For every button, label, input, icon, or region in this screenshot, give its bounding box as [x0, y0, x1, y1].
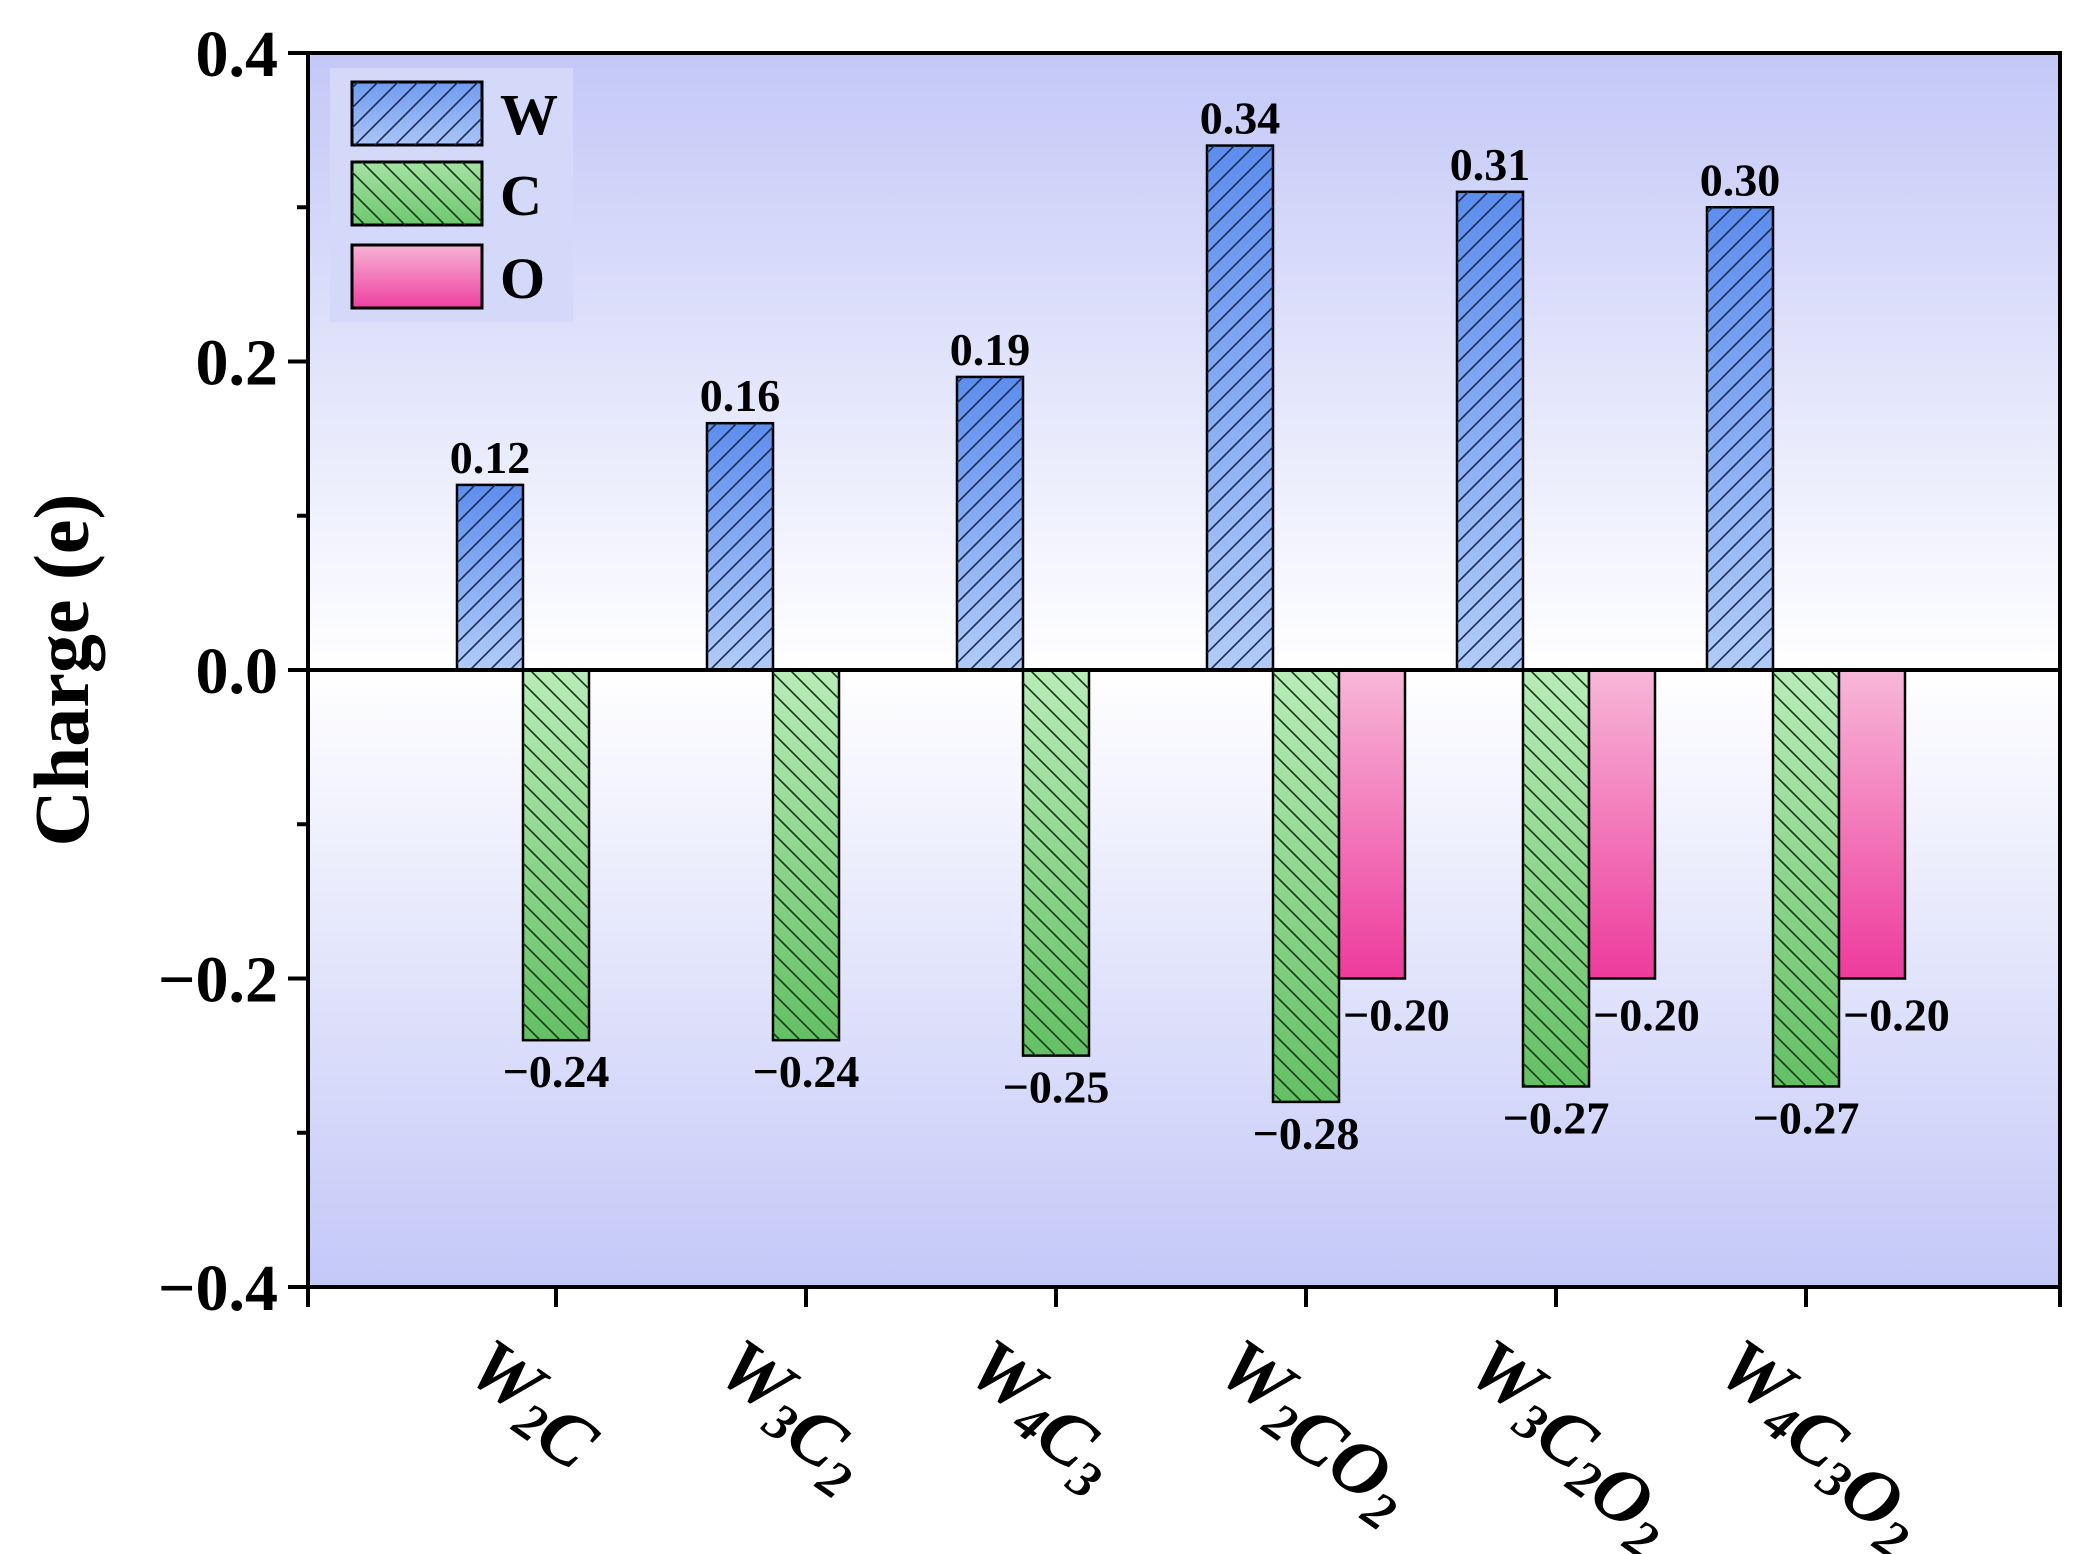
bar-hatch-w-w2co2 [1207, 145, 1273, 671]
bar-hatch-w-w2c [457, 484, 523, 670]
data-label-w-w3c2: 0.16 [700, 370, 781, 421]
data-label-w-w2co2: 0.34 [1200, 93, 1281, 144]
data-label-c-w2co2: −0.28 [1253, 1108, 1360, 1159]
data-label-c-w4c3: −0.25 [1003, 1062, 1110, 1113]
bar-hatch-c-w2c [523, 670, 589, 1041]
bar-hatch-c-w2co2 [1273, 670, 1339, 1102]
x-category-label-w3c2: W3C2 [689, 1322, 892, 1511]
legend-swatch-c-hatch [352, 162, 482, 225]
data-label-c-w4c3o2: −0.27 [1753, 1092, 1860, 1143]
x-category-label-w3c2o2: W3C2O2 [1430, 1322, 1709, 1554]
data-label-c-w2c: −0.24 [503, 1046, 610, 1097]
legend-label-o: O [500, 246, 545, 311]
data-label-w-w4c3o2: 0.30 [1700, 154, 1781, 205]
data-label-w-w2c: 0.12 [450, 432, 531, 483]
data-label-o-w3c2o2: −0.20 [1593, 990, 1700, 1041]
bar-hatch-w-w3c2 [707, 423, 773, 670]
bar-o-w2co2 [1337, 668, 1407, 980]
bar-hatch-c-w3c2o2 [1523, 670, 1589, 1087]
x-category-label-w2c: W2C [445, 1322, 622, 1487]
legend: W C O [330, 68, 573, 322]
data-label-c-w3c2: −0.24 [753, 1046, 860, 1097]
bar-hatch-w-w3c2o2 [1457, 191, 1523, 670]
y-axis-title: Charge (e) [18, 493, 105, 846]
data-label-o-w2co2: −0.20 [1343, 990, 1450, 1041]
data-label-w-w4c3: 0.19 [950, 324, 1031, 375]
bar-hatch-w-w4c3o2 [1707, 207, 1773, 670]
bar-hatch-c-w4c3 [1023, 670, 1089, 1056]
y-tick-label: −0.2 [158, 944, 278, 1017]
x-category-label-w4c3o2: W4C3O2 [1680, 1322, 1959, 1554]
bar-o-w4c3o2 [1837, 668, 1907, 980]
y-tick-label: 0.2 [196, 327, 279, 400]
bars [455, 144, 1907, 1104]
data-label-w-w3c2o2: 0.31 [1450, 139, 1531, 190]
x-category-label-w2co2: W2CO2 [1189, 1322, 1437, 1542]
bar-hatch-c-w3c2 [773, 670, 839, 1041]
y-tick-label: 0.0 [196, 635, 279, 708]
bar-o-w3c2o2 [1587, 668, 1657, 980]
x-category-label-w4c3: W4C3 [939, 1322, 1142, 1511]
bar-hatch-c-w4c3o2 [1773, 670, 1839, 1087]
data-label-o-w4c3o2: −0.20 [1843, 990, 1950, 1041]
y-tick-label: 0.4 [196, 18, 279, 91]
data-labels: 0.12 0.16 0.19 0.34 0.31 0.30 −0.24 −0.24 −0.25 −… [450, 93, 1950, 1159]
legend-swatch-w-hatch [352, 82, 482, 145]
data-label-c-w3c2o2: −0.27 [1503, 1092, 1610, 1143]
legend-label-c: C [500, 163, 542, 228]
legend-swatch-o [350, 243, 484, 310]
legend-label-w: W [500, 82, 558, 147]
y-tick-label: −0.4 [158, 1252, 278, 1325]
bar-hatch-w-w4c3 [957, 376, 1023, 670]
